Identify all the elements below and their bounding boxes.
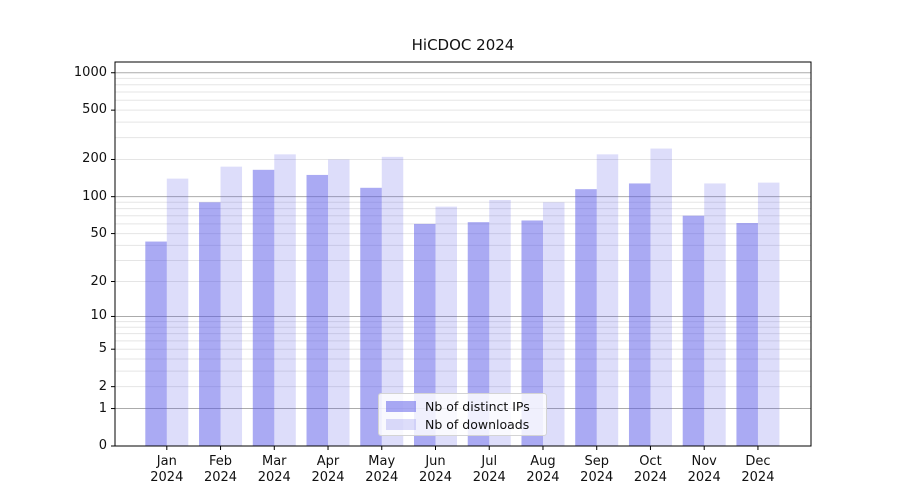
x-tick-label-line: 2024: [687, 470, 721, 485]
x-tick-label-line: 2024: [633, 470, 667, 485]
x-tick-label: Aug 2024: [514, 454, 572, 486]
bar-downloads-month-5: [381, 156, 404, 447]
x-tick-label-line: May: [368, 454, 396, 469]
bar-distinct-ips-month-3: [252, 169, 275, 447]
chart-title: HiCDOC 2024: [411, 36, 515, 54]
bar-downloads-month-6: [435, 206, 457, 446]
bar-distinct-ips-month-4: [306, 174, 329, 446]
y-tick-label: 100: [82, 188, 107, 204]
bar-downloads-month-12: [757, 182, 780, 446]
y-tick-label: 20: [90, 273, 107, 289]
bar-distinct-ips-month-8: [521, 220, 543, 446]
bar-downloads-month-9: [596, 154, 619, 446]
x-tick-label-line: Jan: [156, 454, 177, 469]
y-tick-label: 200: [82, 151, 107, 167]
y-tick-label: 1000: [73, 64, 107, 80]
x-tick-label: Jan 2024: [138, 454, 196, 486]
x-tick-label: Dec 2024: [729, 454, 787, 486]
x-tick-label-line: 2024: [311, 470, 345, 485]
x-tick-label: Sep 2024: [568, 454, 626, 486]
y-tick-label: 0: [98, 438, 107, 453]
legend-swatch-distinct-ips: [386, 400, 416, 412]
bar-downloads-month-8: [542, 202, 565, 446]
y-tick-label: 500: [82, 102, 107, 118]
bar-distinct-ips-month-10: [628, 183, 651, 447]
bar-distinct-ips-month-7: [467, 222, 490, 446]
x-tick-label-line: Aug: [530, 454, 556, 469]
x-tick-label-line: 2024: [418, 470, 453, 485]
x-tick-label-line: Mar: [262, 454, 287, 469]
x-tick-label-line: Feb: [209, 454, 233, 469]
x-tick-label-line: Jun: [425, 454, 446, 469]
x-tick-label: Jul 2024: [460, 454, 518, 486]
bar-downloads-month-7: [489, 199, 511, 446]
x-tick-label-line: Apr: [316, 454, 340, 469]
x-tick-label-line: 2024: [526, 470, 560, 485]
x-tick-label: Jun 2024: [407, 454, 465, 486]
bar-distinct-ips-month-1: [145, 241, 167, 446]
y-tick-label: 10: [90, 308, 107, 324]
legend-label-distinct-ips: Nb of distinct IPs: [425, 398, 530, 414]
bar-distinct-ips-month-12: [736, 223, 758, 446]
legend-label-downloads: Nb of downloads: [425, 416, 530, 432]
x-tick-label: May 2024: [353, 454, 411, 486]
bar-downloads-month-2: [220, 166, 243, 447]
bar-distinct-ips-month-2: [199, 202, 221, 446]
bar-downloads-month-11: [704, 183, 726, 447]
bar-downloads-month-1: [166, 178, 189, 446]
x-tick-label-line: Oct: [639, 454, 662, 469]
x-tick-label-line: 2024: [472, 470, 506, 485]
x-tick-label-line: 2024: [203, 470, 238, 485]
x-tick-label-line: Nov: [691, 454, 717, 469]
x-tick-label-line: Dec: [745, 454, 771, 469]
bar-downloads-month-4: [328, 159, 350, 446]
y-tick-label: 2: [98, 378, 107, 394]
y-tick-label: 1: [98, 400, 107, 416]
plot-border: [114, 61, 812, 447]
bar-distinct-ips-month-5: [360, 187, 382, 447]
bar-distinct-ips-month-6: [414, 223, 436, 446]
legend-item-downloads: Nb of downloads: [386, 416, 546, 432]
x-tick-label-line: 2024: [741, 470, 775, 485]
x-tick-label: Oct 2024: [621, 454, 679, 486]
x-tick-label: Nov 2024: [675, 454, 733, 486]
bar-downloads-month-10: [650, 148, 672, 446]
legend-swatch-downloads: [386, 418, 416, 430]
bar-distinct-ips-month-11: [682, 215, 705, 446]
x-tick-label: Mar 2024: [245, 454, 303, 486]
legend: Nb of distinct IPs Nb of downloads: [378, 393, 547, 436]
x-tick-label: Apr 2024: [299, 454, 357, 486]
x-tick-label-line: Jul: [481, 454, 498, 469]
x-tick-label-line: 2024: [365, 470, 399, 485]
x-tick-label-line: 2024: [580, 470, 614, 485]
legend-item-distinct-ips: Nb of distinct IPs: [386, 398, 546, 414]
y-tick-label: 50: [90, 225, 107, 241]
y-tick-label: 5: [98, 341, 107, 357]
x-tick-label-line: Sep: [584, 454, 609, 469]
x-tick-label-line: 2024: [257, 470, 291, 485]
x-tick-label-line: 2024: [150, 470, 184, 485]
x-tick-label: Feb 2024: [192, 454, 250, 486]
bar-downloads-month-3: [274, 154, 296, 446]
bar-distinct-ips-month-9: [575, 189, 597, 446]
